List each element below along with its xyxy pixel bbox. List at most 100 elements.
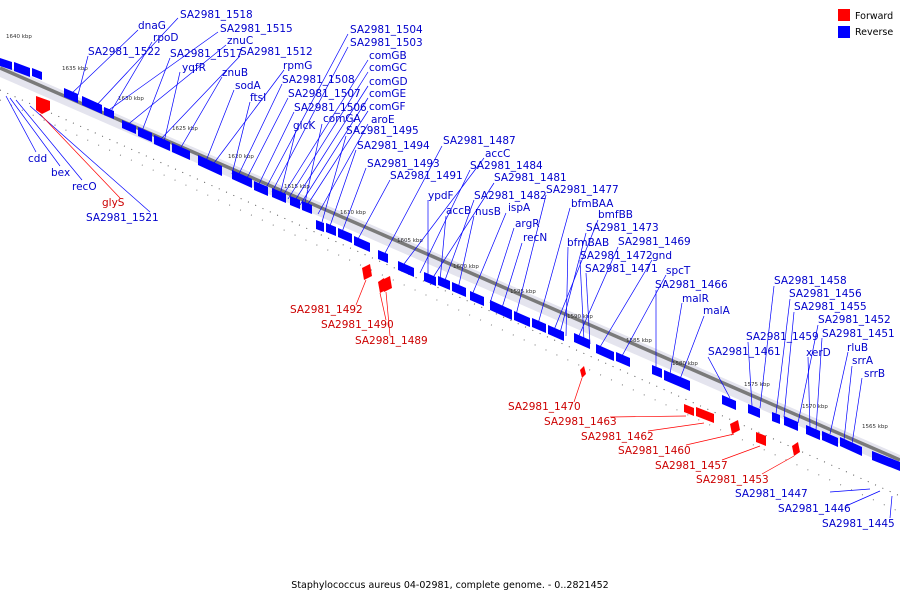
reverse-gene [840,437,862,456]
gene-label: SA2981_1460 [618,445,691,457]
legend: Forward Reverse [838,9,893,38]
reverse-gene [254,181,268,196]
gene-label: ispA [508,202,531,214]
leader-line [93,17,179,109]
leader-line [577,246,619,339]
reverse-gene [154,135,170,151]
outer-track-guide [0,99,900,513]
leader-line [647,422,705,432]
leader-line [355,279,367,306]
reverse-gene [424,272,436,286]
gene-label: sodA [235,80,262,92]
leader-line [747,341,753,407]
forward-gene [756,432,766,446]
gene-label: SA2981_1451 [822,328,895,340]
gene-label: SA2981_1457 [655,460,728,472]
gene-label: SA2981_1472 [580,250,653,262]
leader-line [845,490,881,507]
legend-forward-swatch [838,9,850,21]
leader-line [15,99,83,181]
reverse-gene [122,120,136,134]
reverse-gene [232,170,252,188]
gene-label: SA2981_1487 [443,135,516,147]
leader-line [329,149,357,227]
gene-label: SA2981_1446 [778,503,851,515]
reverse-gene [514,311,530,327]
gene-label: yqfR [182,62,206,74]
kbp-tick-label: 1595 kbp [510,289,536,295]
forward-gene [684,404,694,416]
leader-line [783,311,795,418]
reverse-gene [354,236,370,252]
gene-label: SA2981_1490 [321,319,394,331]
reverse-gene [198,155,222,176]
reverse-gene [452,282,466,297]
forward-gene [730,420,740,434]
kbp-tick-label: 1610 kbp [340,210,366,216]
reverse-gene [784,416,798,431]
gene-label: SA2981_1507 [288,88,361,100]
leader-line [357,179,391,240]
gene-label: SA2981_1491 [390,170,463,182]
gene-label: SA2981_1503 [350,37,423,49]
leader-line [257,111,295,187]
leader-line [281,59,369,198]
gene-label: SA2981_1473 [586,222,659,234]
kbp-tick-label: 1580 kbp [672,361,698,367]
reverse-gene [338,228,352,243]
leader-line [621,274,667,357]
legend-reverse-label: Reverse [855,27,893,38]
forward-gene [362,264,372,280]
leader-line [271,46,349,193]
leader-line [5,95,37,153]
gene-label: rluB [847,342,868,354]
gene-label: SA2981_1518 [180,9,253,21]
gene-label: accB [446,205,471,217]
gene-label: SA2981_1445 [822,518,895,530]
leader-line [559,232,587,334]
gene-label: SA2981_1455 [794,301,867,313]
leader-line [279,129,297,196]
gene-label: ftsI [250,92,266,104]
leader-line [851,377,863,445]
gene-label: znuB [222,67,248,79]
kbp-tick-label: 1635 kbp [62,66,88,72]
leader-line [565,246,569,337]
reverse-gene [316,220,324,232]
reverse-gene [652,365,662,378]
gene-label: recN [523,232,547,244]
gene-label: SA2981_1515 [220,23,293,35]
kbp-tick-label: 1575 kbp [744,382,770,388]
leader-line [843,365,853,441]
leader-line [669,302,683,375]
leader-line [77,55,89,96]
leader-line [537,207,571,325]
kbp-ticks: 1640 kbp 1635 kbp 1630 kbp 1625 kbp 1620… [6,34,888,430]
gene-label: SA2981_1482 [474,190,547,202]
leader-line [775,298,791,415]
gene-label: SA2981_1477 [546,184,619,196]
leader-line [265,33,349,189]
gene-label: SA2981_1494 [357,140,430,152]
gene-label: accC [485,148,510,160]
leader-line [293,85,369,203]
leader-line [585,272,591,345]
leader-line [573,377,583,403]
gene-label: comGE [369,88,406,100]
leader-line [515,194,547,316]
leader-line [213,69,285,164]
leader-line [489,227,515,304]
gene-label: recO [72,181,97,193]
reverse-genes [0,58,900,471]
leader-line [807,356,811,428]
reverse-leader-lines [5,17,893,519]
gene-label: SA2981_1470 [508,401,581,413]
leader-line [305,110,369,208]
leader-line [341,167,367,233]
gene-label: SA2981_1489 [355,335,428,347]
gene-label: aroE [371,114,395,126]
forward-gene [696,407,714,423]
leader-line [379,292,387,321]
